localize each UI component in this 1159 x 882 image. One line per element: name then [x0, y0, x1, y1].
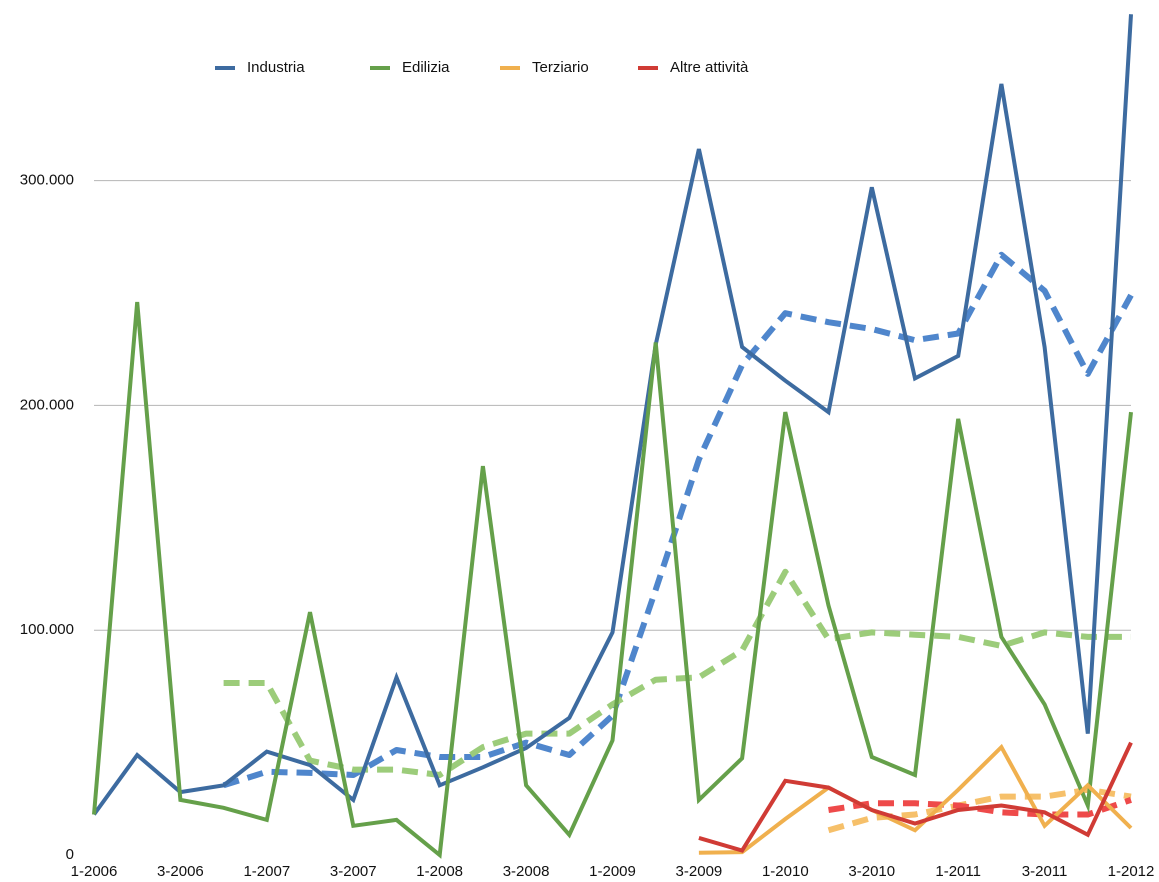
legend-label: Industria	[247, 59, 305, 76]
legend-label: Terziario	[532, 59, 589, 76]
x-tick-label: 1-2006	[71, 863, 118, 880]
series-line	[92, 14, 1133, 816]
trend-line	[223, 568, 1131, 778]
series-line	[698, 741, 1133, 853]
legend-label: Altre attività	[670, 59, 749, 76]
x-tick-label: 3-2009	[676, 863, 723, 880]
x-tick-label: 1-2009	[589, 863, 636, 880]
x-tick-label: 1-2011	[935, 863, 981, 880]
y-tick-label: 200.000	[20, 396, 74, 413]
x-tick-label: 3-2006	[157, 863, 204, 880]
y-tick-label: 100.000	[20, 621, 74, 638]
x-tick-label: 3-2007	[330, 863, 377, 880]
x-tick-label: 1-2012	[1108, 863, 1155, 880]
x-tick-label: 3-2010	[848, 863, 895, 880]
y-tick-label: 0	[66, 846, 74, 863]
series-line	[92, 301, 1133, 859]
x-tick-label: 3-2008	[503, 863, 550, 880]
x-tick-label: 1-2007	[243, 863, 290, 880]
trend-line	[222, 251, 1134, 789]
legend-label: Edilizia	[402, 59, 450, 76]
y-tick-label: 300.000	[20, 172, 74, 189]
x-tick-label: 1-2010	[762, 863, 809, 880]
series-line	[698, 743, 1133, 855]
x-tick-label: 3-2011	[1022, 863, 1068, 880]
x-tick-label: 1-2008	[416, 863, 463, 880]
